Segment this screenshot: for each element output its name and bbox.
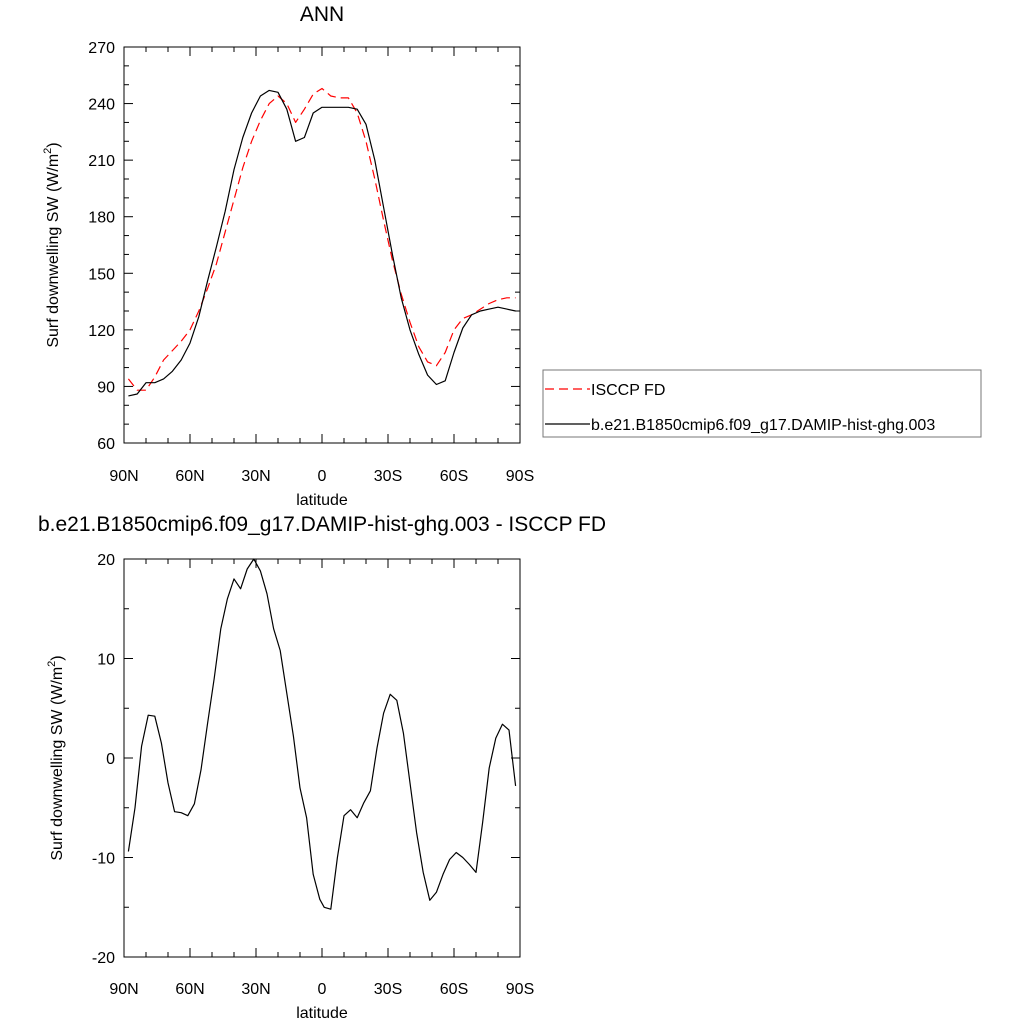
x-tick-label: 30S [374, 981, 402, 998]
y-axis-label-main: Surf downwelling SW (W/m [45, 154, 62, 348]
y-axis-label-sup: 2 [46, 661, 58, 667]
y-axis-label: Surf downwelling SW (W/m2) [42, 142, 62, 347]
plot-frame [123, 558, 521, 958]
tick-label-layer: 90N 60N 30N 0 30S 60S 90S 60 90 120 150 180 210 240 27… [88, 40, 534, 485]
y-tick-label: 90 [97, 379, 115, 396]
x-tick-label: 60S [440, 981, 468, 998]
legend-label-isccp: ISCCP FD [591, 382, 665, 399]
legend-label-model: b.e21.B1850cmip6.f09_g17.DAMIP-hist-ghg.… [591, 417, 935, 434]
isccp-fd-line [127, 87, 516, 391]
plot-frame [123, 46, 521, 444]
y-axis-label-close: ) [45, 142, 62, 147]
x-tick-label: 60N [175, 468, 204, 485]
x-tick-label: 60S [440, 468, 468, 485]
x-tick-label: 90S [506, 468, 534, 485]
x-tick-label: 30N [241, 468, 270, 485]
y-tick-label: 120 [88, 323, 115, 340]
y-axis-label-sup: 2 [42, 148, 54, 154]
x-tick-label: 90N [109, 981, 138, 998]
y-tick-label: 10 [97, 652, 115, 669]
x-tick-label: 90N [109, 468, 138, 485]
legend-box [542, 369, 982, 438]
y-tick-label: 150 [88, 266, 115, 283]
tick-label-layer: 90N 60N 30N 0 30S 60S 90S -20 -10 0 10 20 [92, 552, 534, 998]
difference-panel: b.e21.B1850cmip6.f09_g17.DAMIP-hist-ghg.… [38, 513, 606, 1022]
y-tick-label: -20 [92, 950, 115, 967]
model-line [128, 89, 516, 397]
mean-panel: ANN 90N 60N 30N 0 30S 60S 90S 60 90 120 150 180 210 2… [42, 3, 982, 509]
x-tick-label: 0 [318, 981, 327, 998]
chart-title: b.e21.B1850cmip6.f09_g17.DAMIP-hist-ghg.… [38, 513, 606, 536]
tick-layer [123, 558, 521, 958]
series-layer [127, 87, 516, 397]
legend: ISCCP FD b.e21.B1850cmip6.f09_g17.DAMIP-… [542, 369, 982, 438]
x-tick-label: 60N [175, 981, 204, 998]
y-tick-label: -10 [92, 851, 115, 868]
y-axis-label: Surf downwelling SW (W/m2) [46, 655, 66, 860]
y-axis-label-close: ) [49, 655, 66, 660]
x-tick-label: 0 [318, 468, 327, 485]
difference-line [127, 558, 517, 910]
y-tick-label: 210 [88, 153, 115, 170]
y-axis-label-main: Surf downwelling SW (W/m [49, 667, 66, 861]
chart-title: ANN [300, 3, 344, 26]
x-axis-label: latitude [296, 1005, 348, 1022]
y-tick-label: 60 [97, 436, 115, 453]
tick-layer [123, 46, 521, 444]
x-tick-label: 90S [506, 981, 534, 998]
y-tick-label: 270 [88, 40, 115, 57]
x-tick-label: 30N [241, 981, 270, 998]
y-tick-label: 0 [106, 751, 115, 768]
y-tick-label: 240 [88, 97, 115, 114]
x-tick-label: 30S [374, 468, 402, 485]
y-tick-label: 180 [88, 210, 115, 227]
y-tick-label: 20 [97, 552, 115, 569]
x-axis-label: latitude [296, 492, 348, 509]
series-layer [127, 558, 517, 910]
